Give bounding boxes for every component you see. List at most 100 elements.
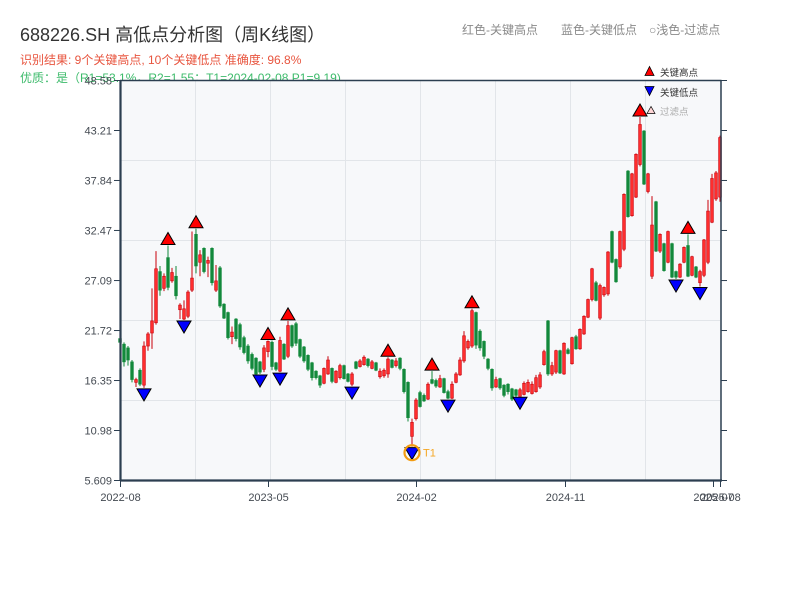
candle-up: [198, 250, 202, 277]
y-tick-label: 48.58: [84, 76, 112, 88]
candle-up: [410, 418, 414, 447]
x-tick-label: 2023-05: [248, 492, 288, 504]
candle-up: [538, 372, 542, 389]
candle-down: [478, 329, 482, 351]
candle-up: [690, 255, 694, 277]
candle-up: [146, 332, 150, 351]
candle-down: [422, 393, 426, 402]
key-low-marker-icon: [668, 279, 684, 294]
candle-down: [614, 258, 618, 283]
key-high-marker-icon: [380, 343, 396, 357]
candle-up: [426, 382, 430, 401]
candle-up: [378, 368, 382, 379]
key-high-marker-icon: [464, 294, 480, 309]
candle-up: [458, 357, 462, 376]
candle-up: [162, 273, 166, 292]
legend-item-filtered: 过滤点: [646, 105, 689, 118]
candle-down: [610, 230, 614, 264]
y-tick-label: 37.84: [84, 175, 112, 187]
candle-down: [318, 374, 322, 388]
chart-legend: 关键高点 关键低点 过滤点: [644, 65, 699, 118]
candle-down: [390, 359, 394, 369]
candle-down: [366, 358, 370, 368]
candle-up: [286, 320, 290, 359]
candle-up: [266, 340, 270, 358]
candle-down: [274, 361, 278, 372]
candle-up: [470, 308, 474, 348]
candle-up: [214, 265, 218, 293]
candle-down: [430, 371, 434, 385]
candle-down: [402, 368, 406, 394]
candle-down: [166, 245, 170, 291]
candle-up: [454, 372, 458, 384]
candle-up: [350, 372, 354, 387]
recognition-result: 识别结果: 9个关键高点, 10个关键低点 准确度: 96.8%: [20, 53, 302, 67]
candle-up: [542, 349, 546, 366]
candle-up: [466, 339, 470, 350]
red-up-triangle-icon: [644, 65, 655, 76]
candle-up: [154, 251, 158, 325]
candle-down: [330, 367, 334, 384]
key-low-marker-icon: [176, 320, 192, 334]
candle-down: [406, 381, 410, 422]
candle-up: [582, 315, 586, 335]
candle-down: [398, 357, 402, 371]
candle-up: [438, 374, 442, 388]
key-low-marker-icon: [404, 447, 420, 461]
y-tick-label: 32.47: [84, 225, 112, 237]
candle-down: [502, 384, 506, 398]
candle-up: [370, 360, 374, 370]
candle-down: [506, 383, 510, 395]
candles: [118, 117, 722, 447]
candle-up: [698, 269, 702, 287]
color-legend-key-high: 红色-关键高点: [462, 23, 538, 37]
t1-highlight-circle: [403, 444, 421, 462]
candle-down: [374, 361, 378, 372]
candle-down: [306, 354, 310, 372]
candle-down: [566, 347, 570, 355]
candle-up: [586, 298, 590, 319]
candle-down: [686, 234, 690, 278]
t1-label: T1: [423, 448, 436, 460]
candle-down: [354, 360, 358, 370]
color-legend-filtered: ○浅色-过滤点: [649, 23, 721, 37]
y-tick-label: 10.98: [84, 426, 112, 438]
candle-down: [674, 270, 678, 280]
blue-down-triangle-icon: [644, 86, 655, 97]
candle-up: [494, 376, 498, 388]
y-tick-label: 5.609: [84, 476, 112, 488]
axes: 48.58 43.21 37.84 32.47 27.09 21.72 16.35 10.98…: [84, 76, 740, 505]
candle-up: [170, 267, 174, 283]
candle-down: [654, 200, 658, 253]
key-high-marker-icon: [680, 220, 696, 234]
key-low-marker-icon: [512, 396, 528, 411]
candle-up: [414, 398, 418, 421]
key-high-marker-icon: [160, 231, 176, 246]
candle-down: [310, 361, 314, 381]
candle-down: [282, 343, 286, 361]
candle-down: [202, 247, 206, 274]
candle-up: [190, 231, 194, 293]
candle-up: [650, 196, 654, 280]
candle-up: [362, 355, 366, 366]
candle-up: [358, 359, 362, 368]
candle-down: [210, 247, 214, 286]
candle-up: [630, 172, 634, 217]
candle-down: [510, 387, 514, 401]
candle-up: [522, 381, 526, 396]
candle-up: [666, 230, 670, 264]
candle-down: [486, 358, 490, 371]
candle-up: [142, 341, 146, 388]
candle-down: [514, 388, 518, 398]
candle-down: [294, 321, 298, 347]
y-tick-label: 43.21: [84, 125, 112, 137]
candle-up: [134, 377, 138, 387]
candle-down: [250, 352, 254, 371]
candle-up: [646, 172, 650, 194]
light-up-triangle-icon: [646, 105, 656, 114]
candle-up: [386, 357, 390, 378]
legend-item-key-high: 关键高点: [644, 65, 699, 79]
candle-up: [710, 173, 714, 224]
candle-down: [442, 377, 446, 394]
candle-down: [490, 368, 494, 391]
